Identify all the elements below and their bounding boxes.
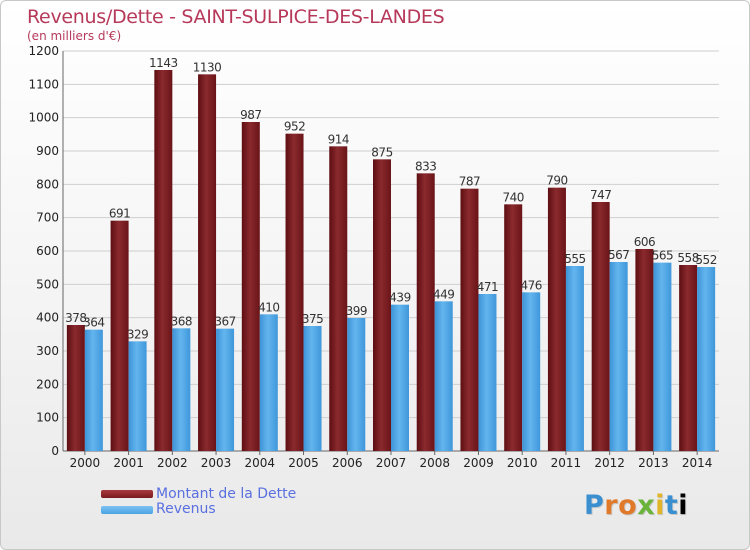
y-tick-label: 700	[36, 211, 59, 225]
data-label: 449	[433, 287, 454, 301]
data-label: 747	[590, 188, 611, 202]
data-label: 565	[652, 249, 673, 263]
x-tick-label: 2011	[551, 456, 582, 470]
bar-dette	[329, 146, 348, 452]
bar-revenus	[478, 294, 497, 451]
data-label: 364	[83, 316, 104, 330]
legend-swatch-dette	[101, 490, 153, 498]
bar-revenus	[609, 262, 628, 451]
data-label: 552	[695, 253, 716, 267]
bar-revenus	[303, 326, 322, 451]
x-tick-label: 2005	[288, 456, 319, 470]
data-label: 787	[459, 175, 480, 189]
bar-revenus	[697, 267, 716, 451]
x-tick-label: 2012	[594, 456, 625, 470]
y-tick-label: 1200	[28, 44, 59, 58]
y-tick-label: 1100	[28, 77, 59, 91]
x-tick-label: 2002	[157, 456, 188, 470]
data-label: 558	[677, 251, 698, 265]
bar-revenus	[128, 341, 147, 451]
y-tick-label: 100	[36, 411, 59, 425]
bar-dette	[635, 249, 654, 451]
data-label: 691	[109, 207, 130, 221]
proxiti-logo: Proxiti	[584, 490, 689, 521]
bar-revenus	[347, 318, 366, 451]
bar-revenus	[84, 329, 103, 451]
bar-dette	[460, 188, 479, 451]
bar-revenus	[216, 328, 235, 451]
data-label: 378	[65, 311, 86, 325]
x-tick-label: 2001	[113, 456, 144, 470]
data-label: 555	[564, 252, 585, 266]
data-label: 987	[240, 108, 261, 122]
x-tick-label: 2014	[682, 456, 713, 470]
chart-title: Revenus/Dette - SAINT-SULPICE-DES-LANDES	[27, 6, 445, 28]
chart-subtitle: (en milliers d'€)	[27, 29, 122, 43]
legend-label-dette: Montant de la Dette	[156, 486, 297, 502]
y-tick-label: 800	[36, 177, 59, 191]
y-tick-label: 600	[36, 244, 59, 258]
bar-revenus	[391, 304, 409, 451]
y-tick-label: 500	[36, 277, 59, 291]
data-label: 833	[415, 159, 436, 173]
x-tick-label: 2004	[245, 456, 276, 470]
bar-dette	[504, 204, 523, 451]
x-tick-label: 2000	[70, 456, 101, 470]
data-label: 410	[258, 300, 279, 314]
bar-dette	[241, 122, 260, 451]
x-tick-label: 2003	[201, 456, 232, 470]
data-label: 439	[389, 291, 410, 305]
data-label: 329	[127, 327, 148, 341]
data-label: 476	[520, 278, 541, 292]
y-tick-label: 0	[51, 444, 59, 458]
bar-dette	[154, 70, 173, 451]
bar-dette	[198, 74, 217, 451]
data-label: 368	[171, 314, 192, 328]
bar-revenus	[565, 266, 584, 451]
data-label: 606	[634, 235, 655, 249]
bar-dette	[416, 173, 435, 452]
x-tick-label: 2009	[463, 456, 494, 470]
data-label: 375	[302, 312, 323, 326]
x-tick-label: 2007	[376, 456, 407, 470]
y-tick-label: 1000	[28, 111, 59, 125]
bar-dette	[285, 133, 304, 451]
data-label: 567	[608, 248, 629, 262]
x-tick-label: 2013	[638, 456, 669, 470]
bar-dette	[547, 187, 566, 451]
data-label: 367	[214, 315, 235, 329]
data-label: 790	[546, 174, 567, 188]
data-label: 875	[371, 145, 392, 159]
x-tick-label: 2008	[419, 456, 450, 470]
x-tick-label: 2006	[332, 456, 363, 470]
bar-revenus	[653, 262, 672, 451]
bar-revenus	[259, 314, 278, 451]
y-tick-label: 400	[36, 311, 59, 325]
y-tick-label: 900	[36, 144, 59, 158]
y-tick-label: 300	[36, 344, 59, 358]
bar-dette	[679, 265, 698, 451]
data-label: 1143	[149, 56, 178, 70]
legend-label-revenus: Revenus	[156, 501, 216, 517]
x-tick-label: 2010	[507, 456, 538, 470]
bar-dette	[110, 220, 129, 451]
data-label: 914	[328, 132, 349, 146]
data-label: 952	[284, 120, 305, 134]
data-label: 399	[346, 304, 367, 318]
bar-dette	[66, 325, 85, 451]
y-tick-label: 200	[36, 377, 59, 391]
bar-dette	[373, 159, 391, 452]
bar-revenus	[522, 292, 541, 451]
bar-revenus	[434, 301, 453, 451]
bar-revenus	[172, 328, 191, 451]
data-label: 471	[477, 280, 498, 294]
data-label: 740	[502, 190, 523, 204]
bar-dette	[591, 202, 610, 451]
legend-swatch-revenus	[101, 506, 153, 514]
data-label: 1130	[193, 60, 222, 74]
